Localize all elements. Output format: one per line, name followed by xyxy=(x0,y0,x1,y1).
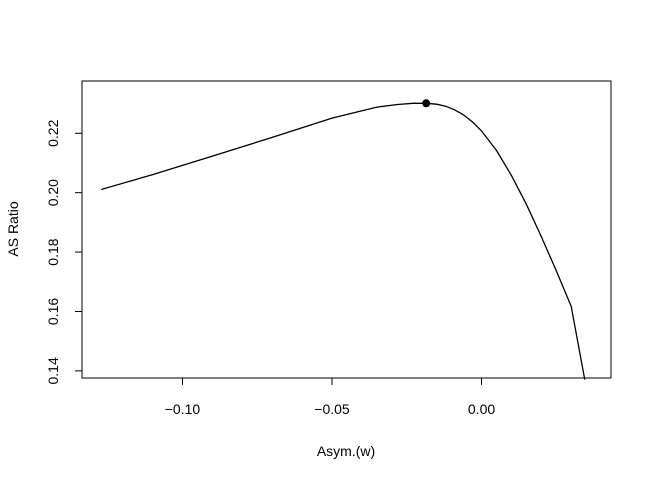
y-tick-label: 0.20 xyxy=(45,179,61,206)
data-point xyxy=(480,130,483,132)
data-point xyxy=(555,270,557,272)
peak-point xyxy=(422,99,431,108)
data-point xyxy=(584,378,586,380)
data-point xyxy=(331,117,333,119)
plot-frame xyxy=(81,80,612,379)
y-tick-label: 0.18 xyxy=(45,238,61,265)
data-point xyxy=(376,106,378,108)
y-tick-label: 0.16 xyxy=(45,298,61,325)
data-point xyxy=(397,103,399,106)
x-tick-label: −0.10 xyxy=(165,401,201,417)
y-tick-label: 0.14 xyxy=(45,357,61,384)
data-point xyxy=(445,105,447,107)
x-tick-label: 0.00 xyxy=(468,401,495,417)
data-point xyxy=(510,174,513,177)
data-point xyxy=(101,188,103,191)
series-line xyxy=(101,102,586,380)
data-point xyxy=(412,102,414,104)
data-point xyxy=(540,236,542,238)
x-tick-label: −0.05 xyxy=(314,401,350,417)
data-points xyxy=(101,102,586,380)
data-point xyxy=(454,109,456,111)
y-tick-label: 0.22 xyxy=(45,119,61,146)
data-point xyxy=(525,203,527,205)
data-point xyxy=(271,136,273,139)
data-point xyxy=(211,155,213,157)
data-point xyxy=(495,149,498,152)
data-point xyxy=(151,173,154,176)
x-axis-label: Asym.(w) xyxy=(317,443,375,459)
data-point xyxy=(570,305,572,308)
x-axis: −0.10 −0.05 0.00 xyxy=(165,378,495,417)
data-point xyxy=(436,103,438,105)
y-axis: 0.14 0.16 0.18 0.20 0.22 xyxy=(45,119,82,384)
y-axis-label: AS Ratio xyxy=(5,201,21,256)
data-point xyxy=(471,121,474,123)
data-point xyxy=(462,114,465,116)
